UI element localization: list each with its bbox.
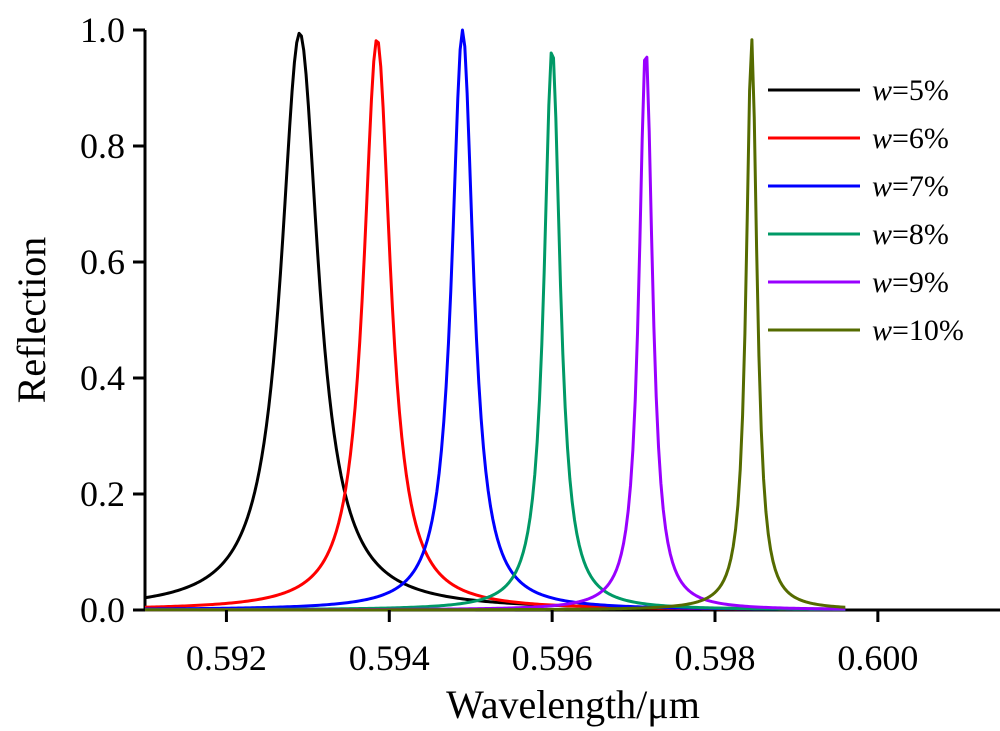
series-line-3	[144, 28, 846, 611]
y-tick-label: 1.0	[80, 10, 125, 50]
legend: w=5% w=6% w=7% w=8% w=9% w=10%	[768, 74, 964, 347]
x-tick-label: 0.600	[837, 638, 918, 678]
y-tick-label: 0.6	[80, 242, 125, 282]
x-tick-label: 0.596	[512, 638, 593, 678]
legend-label-4: w=8%	[872, 218, 949, 251]
y-tick-label: 0.8	[80, 126, 125, 166]
legend-label-5: w=9%	[872, 266, 949, 299]
series-line-1	[144, 31, 846, 611]
y-axis-title: Reflection	[9, 237, 54, 404]
y-tick-label: 0.4	[80, 358, 125, 398]
legend-label-3: w=7%	[872, 170, 949, 203]
y-tick-label: 0.2	[80, 474, 125, 514]
x-axis-title: Wavelength/μm	[446, 682, 700, 727]
y-tick-label: 0.0	[80, 590, 125, 630]
x-tick-label: 0.598	[675, 638, 756, 678]
x-tick-label: 0.594	[349, 638, 430, 678]
ticks: 0.0 0.2 0.4 0.6 0.8 1.0 0.592 0.594 0.596 0.598 0.…	[80, 10, 918, 678]
legend-label-2: w=6%	[872, 122, 949, 155]
legend-label-6: w=10%	[872, 314, 964, 347]
series-layer	[144, 28, 846, 612]
x-tick-label: 0.592	[186, 638, 267, 678]
legend-label-1: w=5%	[872, 74, 949, 107]
series-line-6	[145, 38, 846, 612]
